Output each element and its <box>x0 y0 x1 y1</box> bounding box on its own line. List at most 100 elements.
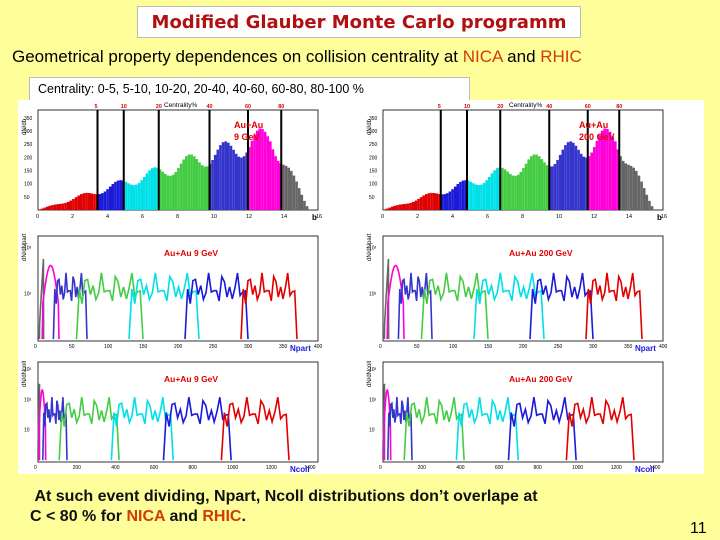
histogram-bar <box>482 182 486 210</box>
class-curve <box>585 272 643 340</box>
histogram-bar <box>590 152 593 210</box>
x-tick-label: 300 <box>589 344 598 350</box>
x-tick-label: 800 <box>533 465 542 471</box>
histogram-bar <box>564 145 567 210</box>
histogram-bar <box>593 147 596 210</box>
y-tick-label: 100 <box>369 182 378 188</box>
histogram-bar <box>501 167 504 210</box>
histogram-bar <box>51 205 54 210</box>
y-axis-label: dN/dNcoll <box>367 361 373 387</box>
cut-label: 40 <box>546 104 552 110</box>
histogram-bar <box>187 154 191 210</box>
histogram-bar <box>448 191 452 210</box>
histogram-bar <box>404 203 407 210</box>
x-axis-label: Ncoll <box>290 465 310 474</box>
histogram-bar <box>535 154 538 210</box>
histogram-bar <box>474 184 478 210</box>
histogram-bar <box>276 160 280 210</box>
x-tick-label: 6 <box>141 214 144 220</box>
y-axis-label: dN/dNpart <box>367 233 373 261</box>
conclusion-line-2-text: C < 80 % for <box>30 508 127 525</box>
histogram-bar <box>603 128 607 210</box>
histogram-bar <box>45 206 49 210</box>
histogram-bar <box>527 159 530 210</box>
histogram-bar <box>245 152 248 210</box>
histogram-bar <box>211 160 214 210</box>
histogram-bar <box>90 193 94 210</box>
histogram-bar <box>390 206 394 210</box>
histogram-bar <box>532 154 536 210</box>
histogram-bar <box>443 194 446 210</box>
histogram-bar <box>69 200 73 210</box>
histogram-bar <box>616 149 620 210</box>
y-tick-label: 10² <box>24 397 32 403</box>
x-tick-label: 250 <box>554 344 563 350</box>
y-axis-label: dN/dNpart <box>22 233 28 261</box>
histogram-bar <box>143 176 146 210</box>
x-tick-label: 150 <box>139 344 148 350</box>
legend: Au+Au 200 GeV <box>509 248 573 258</box>
x-tick-label: 350 <box>624 344 633 350</box>
y-tick-label: 10³ <box>369 246 377 252</box>
histogram-bar <box>297 188 301 210</box>
histogram-bar <box>93 194 96 210</box>
histogram-bar <box>398 204 402 210</box>
x-tick-label: 1000 <box>572 465 583 471</box>
histogram-bar <box>425 194 428 210</box>
histogram-bar <box>274 156 277 210</box>
histogram-bar <box>522 168 525 210</box>
histogram-bar <box>132 185 136 210</box>
histogram-bar <box>438 194 441 210</box>
histogram-bar <box>453 186 457 210</box>
histogram-bar <box>411 201 415 210</box>
histogram-bar <box>98 194 101 210</box>
histogram-bar <box>582 156 586 210</box>
histogram-bar <box>103 191 107 210</box>
histogram-bar <box>472 183 475 210</box>
histogram-bar <box>516 174 520 210</box>
y-tick-label: 350 <box>24 116 33 122</box>
y-axis-label: dN/db <box>367 118 373 135</box>
histogram-bar <box>85 192 88 210</box>
class-curve <box>397 272 433 340</box>
histogram-bar <box>451 189 454 210</box>
histogram-bar <box>574 145 578 210</box>
class-curve <box>184 272 249 340</box>
histogram-bar <box>206 166 209 210</box>
x-tick-label: 400 <box>456 465 465 471</box>
x-tick-label: 2 <box>416 214 419 220</box>
histogram-bar <box>227 142 230 210</box>
x-tick-label: 0 <box>379 344 382 350</box>
histogram-bar <box>627 164 630 210</box>
histogram-bar <box>561 149 565 210</box>
histogram-bar <box>174 171 178 210</box>
centrality-axis-title: Centrality% <box>164 102 197 109</box>
histogram-bar <box>145 173 149 210</box>
histogram-bar <box>401 204 404 210</box>
legend-line-2: 200 GeV <box>579 132 615 142</box>
histogram-bar <box>459 181 462 210</box>
y-axis-label: dN/db <box>22 118 28 135</box>
y-tick-label: 10³ <box>24 367 32 373</box>
y-tick-label: 350 <box>369 116 378 122</box>
x-tick-label: 400 <box>659 344 668 350</box>
histogram-bar <box>224 141 227 210</box>
histogram-bar <box>169 175 172 210</box>
chart-bottom-left: dN/dNcoll Au+Au 9 GeV 0 200 400 600 800 1000 120… <box>22 361 319 474</box>
x-tick-label: 2 <box>71 214 74 220</box>
y-tick-label: 300 <box>24 129 33 135</box>
histogram-bar <box>464 180 467 210</box>
class-curve <box>455 396 519 461</box>
chart-top-right: dN/db 5 10 20 40 60 80 Centrality% Au+Au 200 GeV 0… <box>367 102 667 222</box>
x-tick-label: 350 <box>279 344 288 350</box>
conclusion-line-2: C < 80 % for NICA and RHIC. <box>30 507 538 527</box>
x-tick-label: 600 <box>150 465 159 471</box>
cut-label: 40 <box>207 104 213 110</box>
cut-label: 20 <box>156 104 162 110</box>
histogram-bar <box>556 160 559 210</box>
histogram-bar <box>595 140 599 210</box>
chart-mid-left: dN/dNpart Au+Au 9 GeV 0 50 100 150 200 250 300 35… <box>22 233 323 353</box>
class-curve <box>507 396 577 461</box>
class-curve <box>383 258 390 340</box>
histogram-bar <box>82 193 86 210</box>
